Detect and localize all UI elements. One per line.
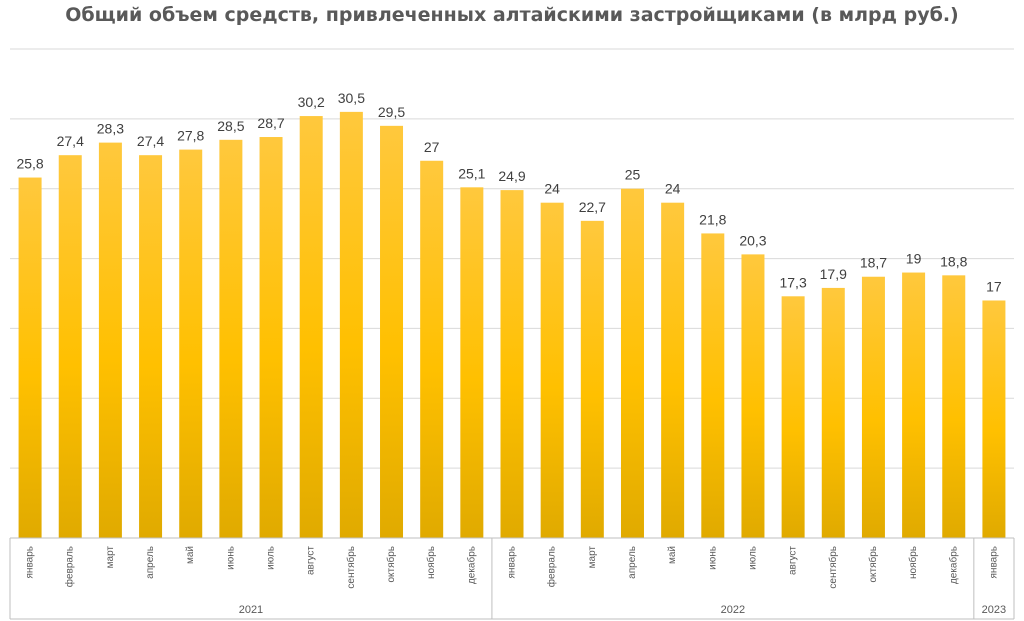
- bar: [902, 272, 926, 538]
- category-tick-label: январь: [507, 546, 518, 578]
- data-label: 27,4: [137, 133, 164, 149]
- category-tick-label: октябрь: [385, 546, 397, 583]
- chart-title: Общий объем средств, привлеченных алтайс…: [65, 4, 959, 26]
- category-axis: январь февраль март апрель май июнь июль август…: [9, 537, 1015, 620]
- data-label: 27,4: [57, 133, 84, 149]
- data-label: 20,3: [739, 232, 766, 248]
- category-tick-label: январь: [25, 546, 36, 578]
- category-tick-label: декабрь: [947, 546, 959, 584]
- bar: [781, 296, 805, 538]
- data-label: 28,5: [217, 118, 244, 134]
- data-label: 24: [544, 181, 560, 197]
- bar: [420, 160, 444, 538]
- data-label: 29,5: [378, 104, 405, 120]
- bar: [460, 187, 484, 538]
- category-tick-label: март: [105, 546, 116, 569]
- data-label: 17,3: [779, 274, 806, 290]
- bar: [741, 254, 765, 538]
- category-tick-label: сентябрь: [345, 546, 357, 589]
- bar: [620, 188, 644, 538]
- bar: [139, 155, 163, 538]
- category-tick-label: май: [667, 546, 678, 564]
- bar: [219, 139, 243, 539]
- bar: [259, 137, 283, 538]
- category-tick-label: октябрь: [867, 546, 879, 583]
- bar: [942, 275, 966, 538]
- bar: [500, 190, 524, 538]
- category-tick-label: ноябрь: [425, 546, 437, 579]
- category-tick-label: декабрь: [465, 546, 477, 584]
- data-label: 24: [665, 181, 681, 197]
- bar: [299, 116, 323, 538]
- value-labels: 25,8 27,4 28,3 27,4 27,8 28,5 28,7 30,2 30,5 29,5…: [16, 90, 1001, 295]
- data-label: 30,2: [298, 94, 325, 110]
- category-tick-label: апрель: [627, 546, 638, 579]
- category-tick-label: июль: [266, 546, 277, 570]
- year-group-label: 2021: [239, 604, 263, 616]
- data-label: 24,9: [498, 168, 525, 184]
- bar: [540, 202, 564, 538]
- data-label: 22,7: [579, 199, 606, 215]
- bar: [179, 149, 203, 538]
- category-tick-label: июнь: [225, 546, 236, 570]
- category-tick-label: июнь: [707, 546, 718, 570]
- data-label: 25,1: [458, 165, 485, 181]
- data-label: 30,5: [338, 90, 365, 106]
- bar: [339, 111, 363, 538]
- category-tick-label: январь: [988, 546, 999, 578]
- bar: [821, 287, 845, 538]
- category-tick-label: март: [587, 546, 598, 569]
- bar: [18, 177, 42, 538]
- data-label: 17: [986, 278, 1002, 294]
- category-tick-label: февраль: [546, 546, 558, 587]
- data-label: 18,7: [860, 255, 887, 271]
- data-label: 28,7: [257, 115, 284, 131]
- year-group-label: 2022: [721, 604, 745, 616]
- bar: [661, 202, 685, 538]
- category-tick-label: август: [788, 546, 799, 575]
- year-group-label: 2023: [982, 604, 1006, 616]
- category-tick-label: апрель: [145, 546, 156, 579]
- bar: [580, 220, 604, 538]
- bar: [861, 276, 885, 538]
- data-label: 18,8: [940, 253, 967, 269]
- category-tick-label: сентябрь: [827, 546, 839, 589]
- category-tick-label: август: [306, 546, 317, 575]
- data-label: 25,8: [16, 156, 43, 172]
- data-label: 21,8: [699, 211, 726, 227]
- bar: [98, 142, 122, 538]
- category-tick-label: февраль: [64, 546, 76, 587]
- data-label: 27: [424, 139, 440, 155]
- bar: [380, 125, 404, 538]
- category-tick-label: ноябрь: [907, 546, 919, 579]
- data-label: 25: [625, 167, 641, 183]
- bar: [701, 233, 725, 538]
- data-label: 28,3: [97, 121, 124, 137]
- data-label: 17,9: [820, 266, 847, 282]
- bars: [18, 111, 1006, 539]
- category-tick-label: июль: [747, 546, 758, 570]
- data-label: 27,8: [177, 128, 204, 144]
- data-label: 19: [906, 251, 922, 267]
- bar: [982, 300, 1006, 538]
- category-tick-label: май: [185, 546, 196, 564]
- bar: [58, 155, 82, 538]
